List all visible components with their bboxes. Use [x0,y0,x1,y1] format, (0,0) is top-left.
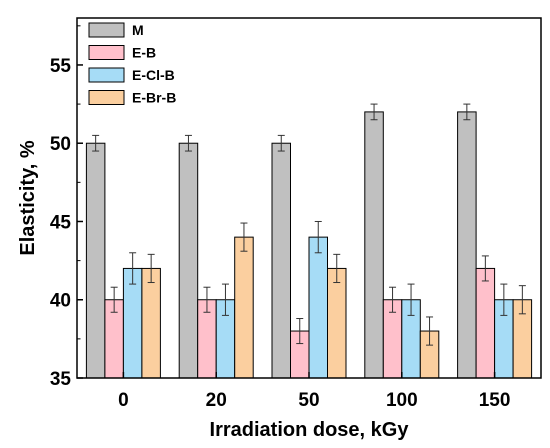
legend-label-E-Cl-B: E-Cl-B [132,67,175,83]
y-tick-label-45: 45 [50,212,72,233]
x-axis-title: Irradiation dose, kGy [210,419,410,441]
y-tick-label-55: 55 [50,56,72,77]
x-axis: 0 20 50 100 150 [118,372,510,411]
bar-M-20 [178,142,199,379]
bar-M-0 [85,142,106,379]
legend-swatch-E-Cl-B [88,67,125,83]
x-tick-label-150: 150 [479,390,511,411]
bars [85,111,533,379]
legend-swatch-E-Br-B [88,90,125,105]
bar-E-Cl-B-0 [122,267,143,379]
y-tick-label-50: 50 [50,134,71,155]
legend: M E-B E-Cl-B E-Br-B [88,22,176,106]
legend-swatch-E-B [88,45,125,60]
bar-E-Br-B-50 [327,267,347,379]
x-tick-label-20: 20 [206,390,227,411]
legend-label-E-Br-B: E-Br-B [132,90,176,106]
y-tick-label-35: 35 [50,369,72,390]
bar-E-Cl-B-50 [308,236,328,379]
bar-E-Br-B-20 [234,236,254,379]
legend-label-M: M [132,22,144,38]
x-tick-label-100: 100 [386,390,418,411]
legend-swatch-M [88,22,125,38]
x-tick-label-50: 50 [298,390,319,411]
y-tick-label-40: 40 [50,291,71,312]
bar-M-100 [364,111,384,379]
error-bars [92,103,526,346]
bar-E-B-150 [475,267,496,379]
y-axis-title: Elasticity, % [17,140,39,255]
legend-label-E-B: E-B [132,45,156,61]
x-tick-label-0: 0 [118,390,129,411]
bar-M-150 [457,111,477,379]
y-axis: 35 40 45 50 55 [50,25,83,390]
bar-M-50 [271,142,291,379]
bar-E-Br-B-0 [141,267,161,379]
